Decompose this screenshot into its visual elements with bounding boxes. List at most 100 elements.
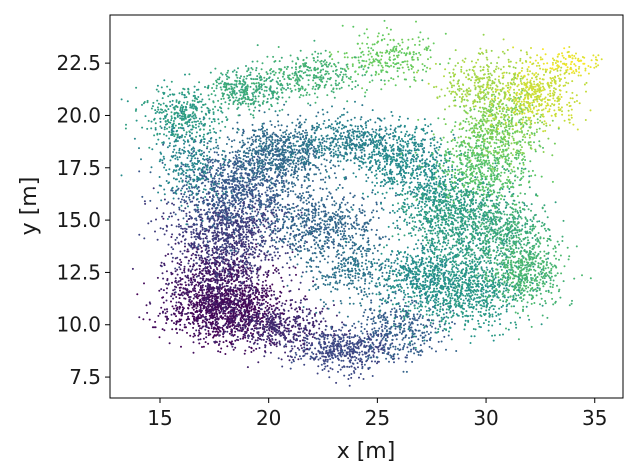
data-point: [225, 194, 228, 196]
data-point: [226, 221, 228, 223]
data-point: [164, 254, 167, 257]
data-point: [268, 201, 271, 204]
data-point: [294, 318, 297, 321]
data-point: [229, 292, 232, 295]
data-point: [201, 232, 204, 235]
data-point: [194, 295, 197, 298]
data-point: [441, 329, 444, 332]
data-point: [237, 186, 240, 189]
data-point: [248, 188, 251, 191]
data-point: [224, 242, 227, 245]
data-point: [233, 299, 236, 302]
data-point: [233, 233, 236, 235]
data-point: [417, 338, 420, 341]
data-point: [209, 280, 212, 283]
data-point: [215, 295, 218, 298]
data-point: [244, 188, 247, 191]
data-point: [241, 207, 244, 210]
data-point: [180, 227, 183, 230]
data-point: [174, 291, 177, 294]
data-point: [244, 197, 247, 200]
data-point: [233, 209, 236, 212]
data-point: [341, 350, 344, 353]
data-point: [233, 320, 236, 323]
data-point: [251, 234, 253, 237]
data-point: [358, 351, 361, 354]
data-point: [173, 293, 176, 296]
data-point: [196, 262, 198, 265]
data-point: [318, 168, 321, 171]
data-point: [211, 158, 214, 161]
data-point: [213, 237, 216, 240]
data-point: [253, 314, 256, 316]
data-point: [287, 309, 290, 312]
data-point: [395, 310, 398, 313]
data-point: [455, 350, 458, 352]
data-point: [163, 262, 166, 265]
data-point: [224, 312, 227, 315]
data-point: [212, 277, 214, 280]
data-point: [217, 239, 220, 242]
data-point: [370, 318, 373, 321]
data-point: [160, 261, 163, 264]
data-point: [241, 303, 244, 306]
data-point: [146, 311, 149, 314]
data-point: [246, 366, 249, 369]
data-point: [254, 292, 257, 295]
data-point: [213, 229, 216, 232]
data-point: [281, 280, 284, 282]
data-point: [175, 307, 178, 310]
data-point: [280, 358, 283, 361]
data-point: [215, 201, 218, 204]
data-point: [233, 254, 236, 257]
data-point: [377, 317, 380, 320]
data-point: [244, 319, 247, 321]
data-point: [222, 256, 225, 259]
data-point: [288, 274, 291, 276]
data-point: [269, 285, 272, 288]
data-point: [204, 280, 207, 282]
data-point: [264, 306, 267, 309]
data-point: [224, 310, 227, 313]
data-point: [231, 205, 234, 208]
data-point: [192, 351, 195, 354]
data-point: [279, 312, 282, 315]
data-point: [302, 297, 305, 300]
data-point: [261, 193, 263, 196]
data-point: [240, 272, 243, 275]
data-point: [240, 233, 243, 236]
data-point: [198, 342, 201, 345]
data-point: [196, 305, 199, 308]
data-point: [187, 321, 190, 324]
data-point: [213, 287, 216, 290]
data-point: [138, 316, 141, 319]
data-point: [205, 262, 208, 265]
data-point: [174, 304, 177, 307]
data-point: [199, 265, 202, 267]
data-point: [385, 357, 388, 360]
data-point: [261, 289, 264, 292]
data-point: [289, 350, 292, 353]
data-point: [189, 265, 192, 268]
data-point: [246, 305, 249, 308]
data-point: [219, 262, 221, 264]
data-point: [262, 313, 265, 316]
data-point: [235, 290, 238, 293]
data-point: [251, 282, 254, 285]
data-point: [285, 330, 288, 333]
data-point: [203, 230, 206, 233]
data-point: [338, 364, 341, 367]
data-point: [410, 299, 413, 302]
data-point: [253, 294, 256, 297]
data-point: [257, 312, 260, 315]
data-point: [288, 359, 291, 362]
data-point: [216, 333, 219, 336]
data-point: [265, 340, 268, 343]
data-point: [242, 217, 245, 220]
data-point: [206, 267, 209, 269]
data-point: [177, 218, 180, 221]
data-point: [306, 347, 309, 350]
data-point: [388, 360, 390, 363]
data-point: [360, 330, 363, 333]
data-point: [228, 178, 231, 181]
